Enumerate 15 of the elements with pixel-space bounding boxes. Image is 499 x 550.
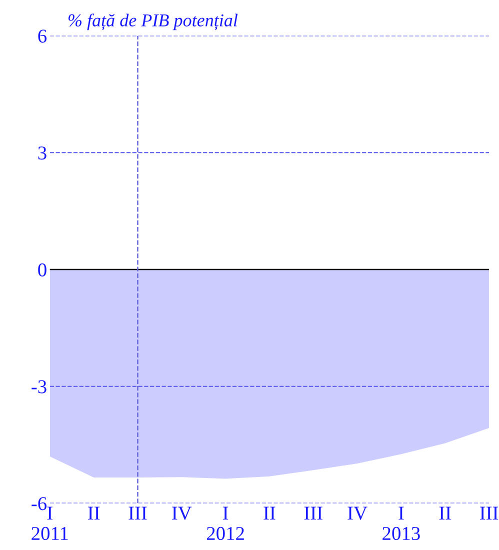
x-tick-label: II [264, 506, 276, 520]
y-tick-label: 6 [38, 30, 47, 43]
x-tick-label: IV [172, 506, 192, 520]
x-tick-label: III [304, 506, 322, 520]
x-tick-label: II [439, 506, 451, 520]
x-tick-label: IV [348, 506, 368, 520]
x-tick-label: III [480, 506, 498, 520]
x-tick-label: I 2012 [206, 506, 244, 540]
y-tick-label: 0 [38, 263, 46, 276]
y-tick-label: 3 [38, 146, 46, 160]
y-tick-label: -3 [32, 380, 46, 394]
x-tick-label: III [128, 506, 147, 520]
x-tick-label: I 2013 [382, 506, 420, 540]
x-tick-label: II [88, 506, 100, 520]
y-axis-title: % față de PIB potențial [68, 14, 238, 30]
